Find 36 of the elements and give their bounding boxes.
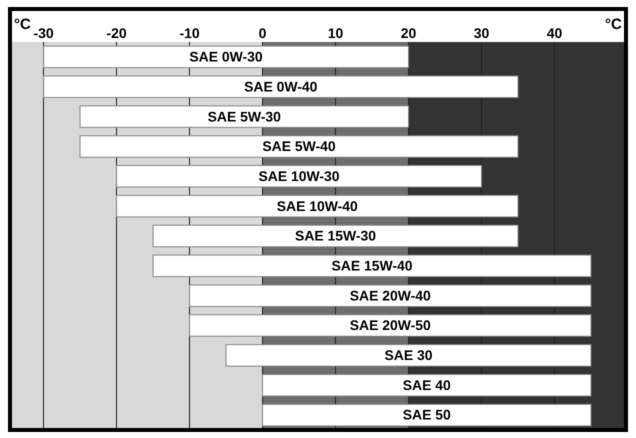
x-tick-label: 0 [258, 25, 267, 42]
bar [152, 254, 592, 278]
y-tick-label: SAE 40 [402, 376, 452, 393]
y-tick-label: SAE 50 [402, 406, 452, 423]
y-tick-label: SAE 5W-30 [208, 108, 282, 124]
text: °C [14, 16, 31, 33]
y-tick-label: SAE 20W-50 [350, 317, 432, 334]
y-tick-label: SAE 30 [384, 347, 433, 364]
y-tick-label: SAE 10W-40 [276, 198, 358, 214]
x-tick-label: 40 [546, 25, 562, 42]
bar [152, 224, 518, 248]
bar [262, 374, 592, 396]
y-tick-label: SAE 0W-30 [189, 48, 263, 65]
y-tick-label: SAE 10W-30 [258, 168, 340, 184]
bar [116, 165, 482, 188]
x-tick-label: -30 [33, 25, 54, 42]
y-tick-label: SAE 0W-40 [244, 78, 318, 94]
x-tick-label: 10 [328, 25, 344, 42]
bar [43, 46, 409, 68]
bar [80, 105, 409, 128]
bar [116, 194, 518, 218]
x-tick-label: -20 [106, 25, 127, 42]
bar [80, 135, 518, 158]
x-tick-label: -10 [179, 25, 200, 42]
y-tick-label: SAE 15W-40 [331, 257, 413, 274]
bar [262, 404, 592, 426]
bar [43, 76, 518, 98]
bar [226, 344, 592, 367]
x-tick-label: 20 [400, 25, 416, 42]
bar [189, 284, 592, 307]
y-tick-label: SAE 20W-40 [350, 287, 432, 304]
x-tick-label: 30 [474, 25, 490, 42]
bar [189, 314, 592, 337]
text: °C [605, 16, 622, 33]
y-tick-label: SAE 15W-30 [295, 228, 376, 244]
y-tick-label: SAE 5W-40 [262, 138, 336, 154]
